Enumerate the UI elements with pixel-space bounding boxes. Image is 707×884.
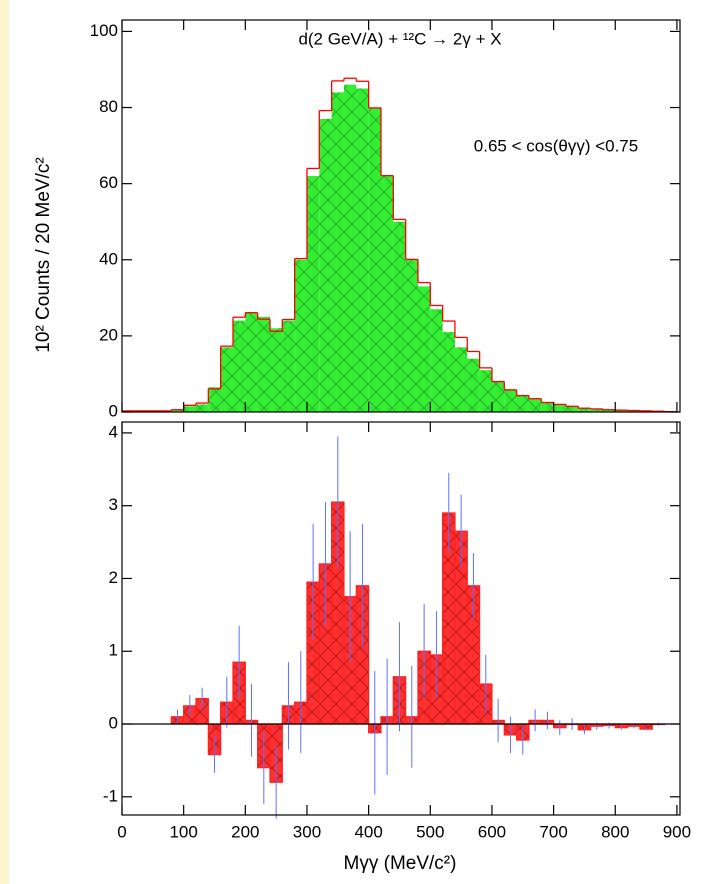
bar — [442, 332, 455, 412]
bar — [257, 316, 270, 412]
bar — [590, 408, 603, 412]
bar — [405, 259, 418, 412]
x-tick-label: 400 — [354, 822, 382, 841]
bar — [319, 118, 332, 413]
bar — [306, 176, 320, 412]
bar — [565, 406, 579, 412]
bar — [269, 328, 283, 412]
bar — [578, 408, 591, 412]
y-tick-label: 1 — [109, 641, 118, 660]
bar — [504, 389, 517, 412]
y-tick-label: 4 — [109, 422, 118, 441]
bar — [331, 92, 344, 413]
bar — [356, 88, 369, 412]
x-tick-label: 800 — [601, 822, 629, 841]
bar — [380, 176, 394, 412]
bar — [602, 409, 616, 412]
bar — [430, 309, 443, 412]
plot-frame — [121, 421, 681, 816]
bar — [220, 347, 233, 412]
x-tick-label: 900 — [663, 822, 691, 841]
y-tick-label: 2 — [109, 568, 118, 587]
y-tick-label: 0 — [109, 714, 118, 733]
bar — [491, 381, 505, 412]
bar — [195, 404, 209, 412]
bar — [541, 402, 554, 412]
plot-frame — [121, 19, 681, 413]
y-axis-label: 10² Counts / 20 MeV/c² — [33, 157, 54, 352]
bar — [615, 410, 628, 412]
bar — [393, 221, 406, 412]
x-tick-label: 100 — [169, 822, 197, 841]
side-strip — [0, 0, 9, 884]
bar — [343, 84, 357, 412]
y-tick-label: 80 — [99, 97, 118, 116]
bar — [368, 107, 381, 412]
y-tick-label: 0 — [109, 401, 118, 420]
bar — [454, 347, 468, 412]
bar — [528, 398, 542, 412]
x-tick-label: 600 — [478, 822, 506, 841]
x-tick-label: 300 — [293, 822, 321, 841]
y-tick-label: 60 — [99, 173, 118, 192]
y-tick-label: 20 — [99, 325, 118, 344]
x-tick-label: 700 — [539, 822, 567, 841]
bar — [232, 320, 246, 412]
bar — [245, 313, 258, 412]
bar — [467, 358, 480, 412]
chart-title: d(2 GeV/A) + ¹²C → 2γ + X — [298, 29, 501, 48]
annotation: 0.65 < cos(θγγ) <0.75 — [474, 136, 638, 155]
x-tick-label: 500 — [416, 822, 444, 841]
bar — [208, 387, 221, 412]
bar — [417, 286, 431, 412]
bar — [553, 404, 566, 412]
x-tick-label: 200 — [231, 822, 259, 841]
bar — [171, 410, 184, 412]
x-axis-label: Mγγ (MeV/c²) — [344, 853, 457, 874]
bar — [183, 406, 196, 412]
bar — [516, 394, 529, 412]
y-tick-label: -1 — [103, 786, 118, 805]
bar — [294, 259, 307, 412]
y-tick-label: 100 — [90, 21, 118, 40]
y-tick-label: 3 — [109, 495, 118, 514]
bar — [282, 320, 295, 412]
bar — [627, 410, 640, 412]
x-tick-label: 0 — [117, 822, 126, 841]
y-tick-label: 40 — [99, 249, 118, 268]
bar — [479, 370, 492, 412]
